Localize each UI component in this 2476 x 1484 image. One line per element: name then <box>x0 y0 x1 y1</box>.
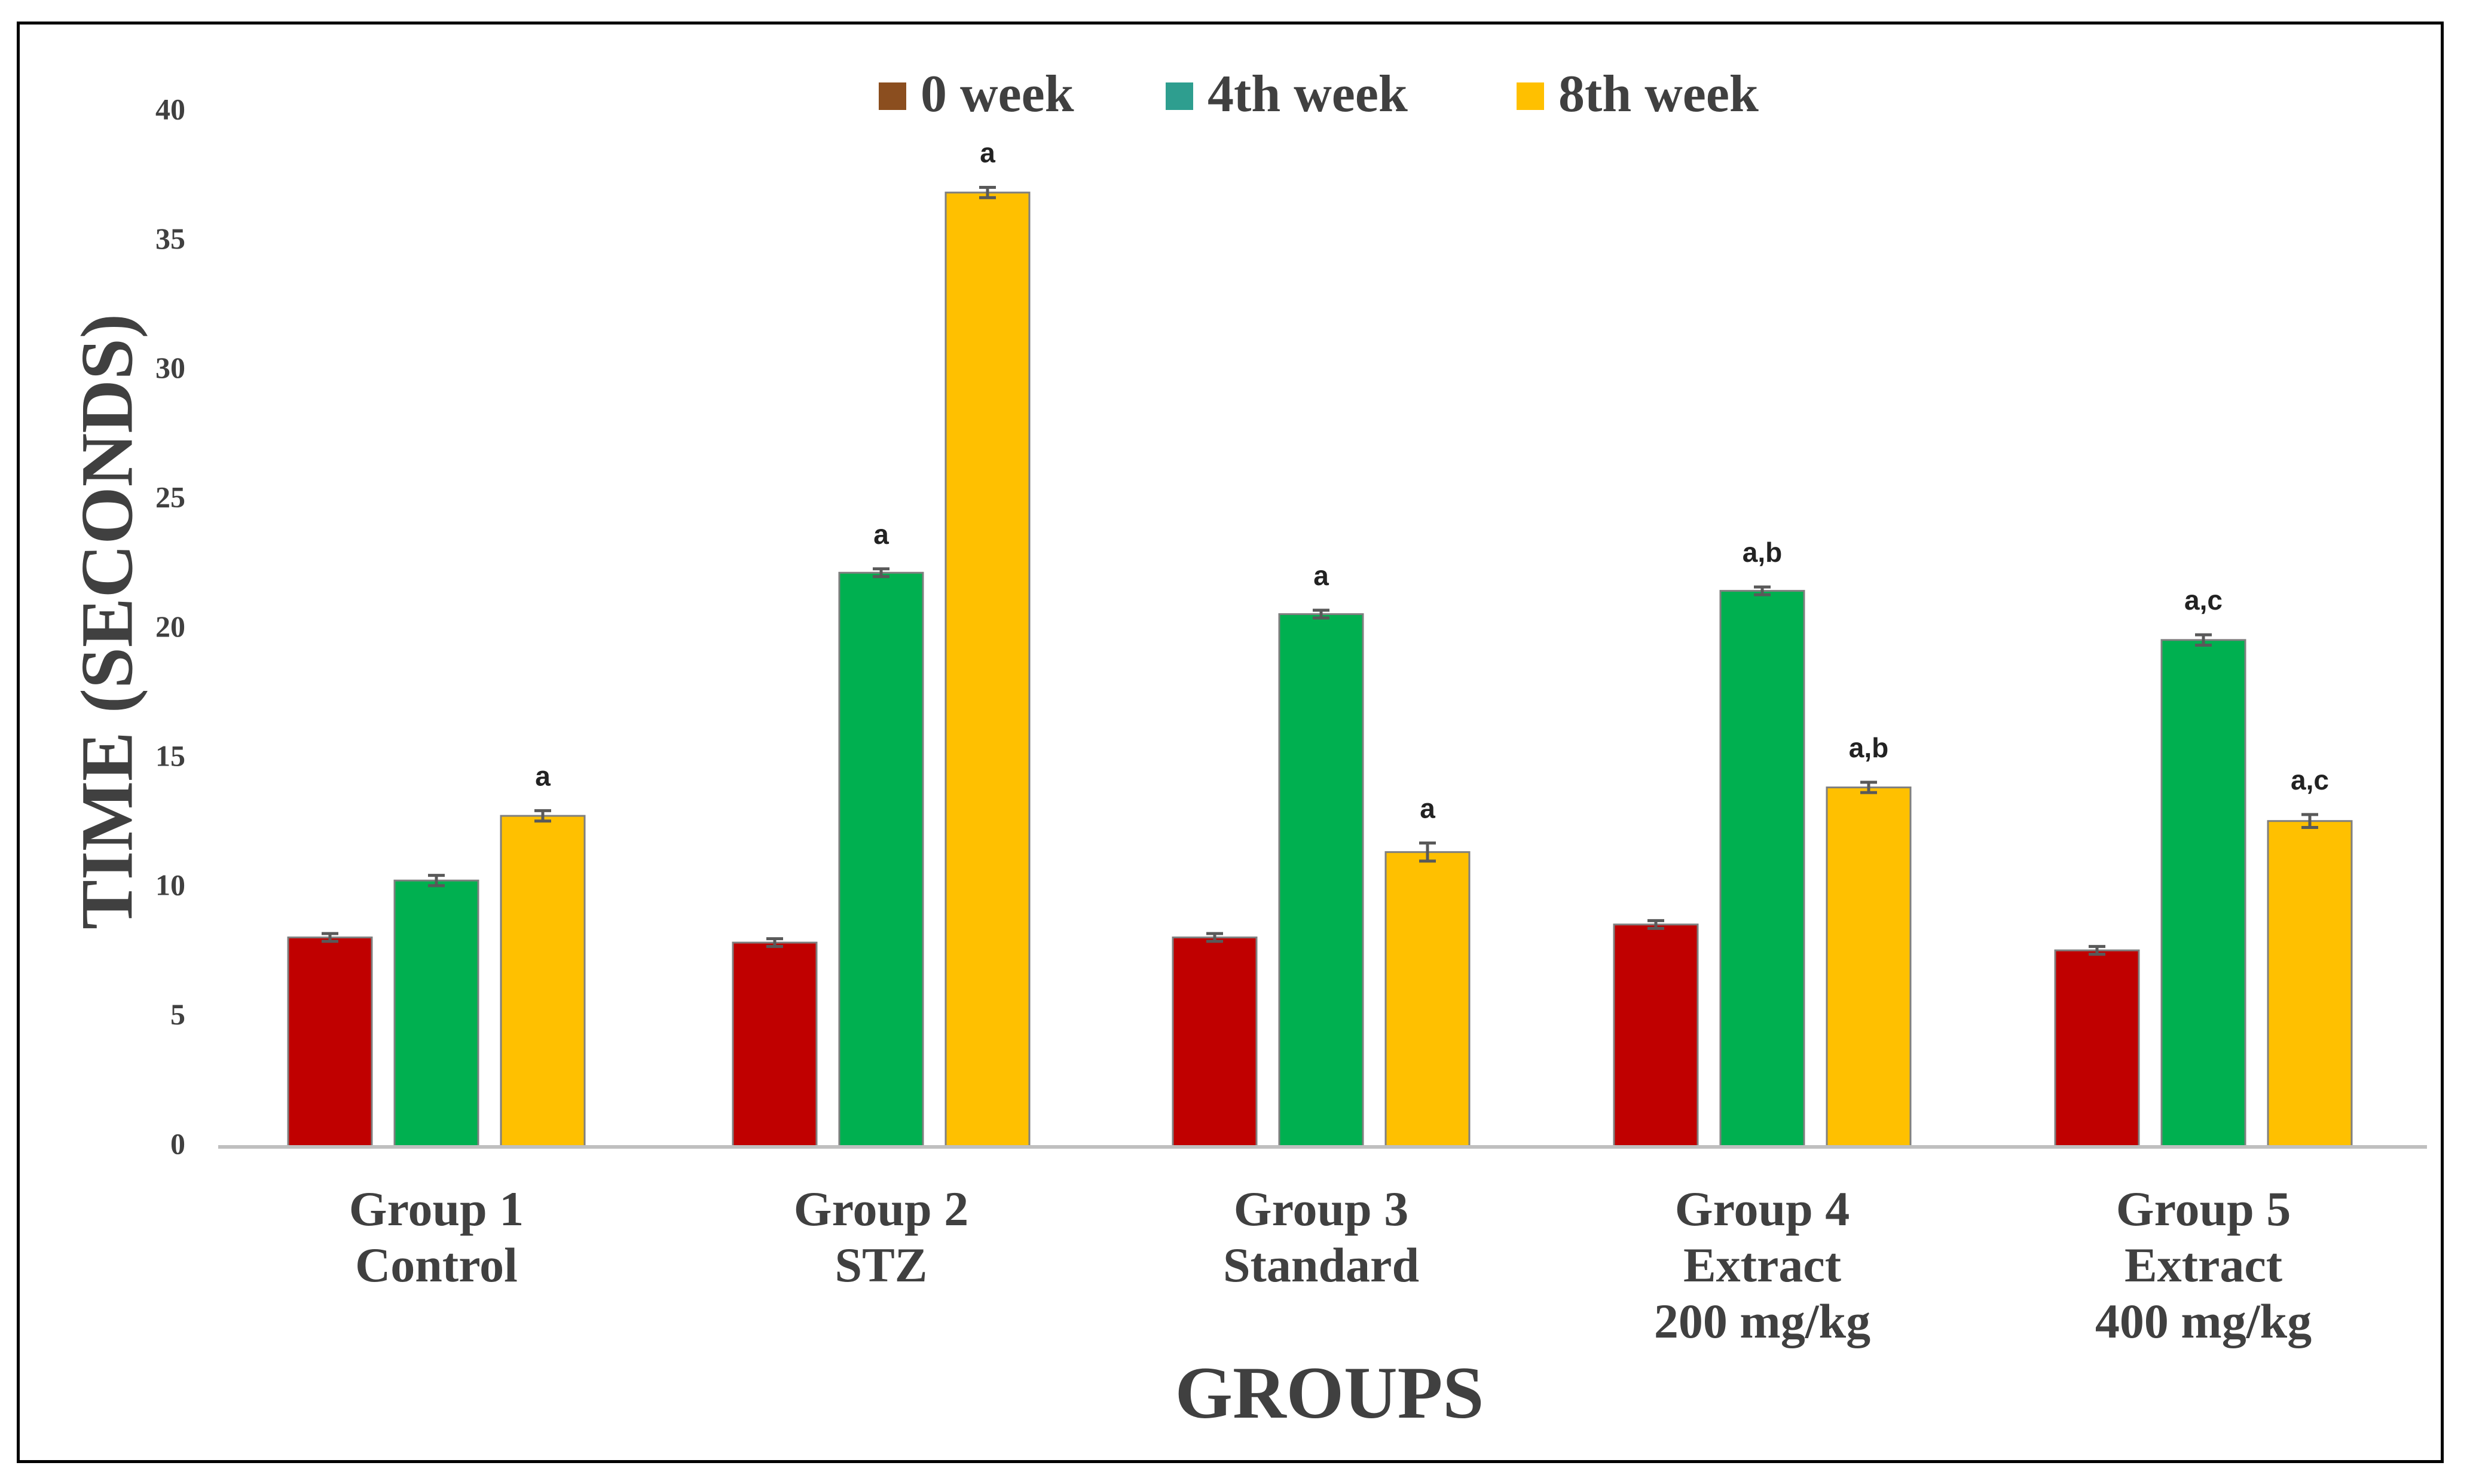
x-category-label-line: Group 1 <box>349 1182 524 1236</box>
legend: 0 week 4th week 8th week <box>879 65 1759 123</box>
x-category-label: Group 3 Standard <box>1223 1182 1419 1292</box>
legend-swatch <box>879 82 906 110</box>
y-tick-label: 15 <box>155 739 185 772</box>
legend-item: 4th week <box>1166 65 1408 123</box>
error-bar <box>1313 608 1329 620</box>
bars <box>287 191 2353 1148</box>
bar-4th-week-group-5 <box>2160 639 2246 1148</box>
significance-label: a,b <box>1743 537 1782 568</box>
error-bar <box>1419 842 1436 863</box>
x-category-label-line: Group 2 <box>794 1182 968 1236</box>
bar-4th-week-group-3 <box>1278 613 1364 1148</box>
y-tick-label: 35 <box>155 222 185 255</box>
legend-swatch <box>1517 82 1544 110</box>
y-tick-label: 20 <box>155 610 185 643</box>
significance-label: a <box>535 760 551 791</box>
x-category-label-line: 400 mg/kg <box>2095 1294 2312 1348</box>
x-category-label-line: 200 mg/kg <box>1654 1294 1870 1348</box>
x-category-label-line: Extract <box>2125 1238 2282 1292</box>
x-category-label: Group 2 STZ <box>794 1182 968 1292</box>
error-bar <box>1860 781 1877 794</box>
y-axis-ticks: 0 5 10 15 20 25 30 35 40 <box>155 92 185 1160</box>
error-bar <box>1647 919 1664 930</box>
bar-4th-week-group-1 <box>393 879 479 1148</box>
x-category-label-line: STZ <box>835 1238 928 1292</box>
bar-4th-week-group-2 <box>838 571 924 1148</box>
bar-0-week-group-5 <box>2054 949 2140 1148</box>
significance-label: a,c <box>2184 585 2223 616</box>
bar-8th-week-group-5 <box>2267 820 2353 1148</box>
error-bar <box>322 932 338 943</box>
bar-0-week-group-4 <box>1613 923 1699 1148</box>
bar-8th-week-group-4 <box>1826 786 1912 1148</box>
y-tick-label: 25 <box>155 481 185 514</box>
x-axis-title: GROUPS <box>1175 1352 1484 1434</box>
legend-label: 8th week <box>1558 65 1759 123</box>
x-category-label: Group 1 Control <box>349 1182 524 1292</box>
y-axis-title-group: TIME (SECONDS) <box>66 314 148 929</box>
y-tick-label: 40 <box>155 92 185 126</box>
bar-8th-week-group-3 <box>1384 851 1471 1148</box>
legend-item: 8th week <box>1517 65 1759 123</box>
bar-0-week-group-3 <box>1172 936 1258 1148</box>
x-category-label-line: Group 3 <box>1234 1182 1408 1236</box>
significance-labels: a a a,b a,c a a a a,b a,c <box>535 137 2329 824</box>
error-bar <box>534 809 551 823</box>
error-bar <box>2089 945 2105 956</box>
significance-label: a <box>980 137 995 168</box>
bar-4th-week-group-4 <box>1719 590 1805 1148</box>
bar-0-week-group-1 <box>287 936 373 1148</box>
y-axis-title: TIME (SECONDS) <box>66 314 148 929</box>
significance-label: a <box>1313 560 1329 591</box>
error-bar <box>979 185 996 200</box>
error-bar <box>2195 633 2212 647</box>
bar-0-week-group-2 <box>732 941 818 1148</box>
legend-label: 4th week <box>1208 65 1408 123</box>
x-category-label-line: Extract <box>1683 1238 1841 1292</box>
x-category-label: Group 4 Extract 200 mg/kg <box>1654 1182 1870 1348</box>
x-category-label-line: Standard <box>1223 1238 1419 1292</box>
error-bar <box>873 567 889 579</box>
error-bar <box>766 937 783 948</box>
significance-label: a,b <box>1849 732 1888 763</box>
legend-item: 0 week <box>879 65 1074 123</box>
error-bar <box>428 874 445 888</box>
significance-label: a,c <box>2291 764 2329 795</box>
bar-8th-week-group-1 <box>500 815 586 1148</box>
y-tick-label: 10 <box>155 868 185 902</box>
x-category-label-line: Group 5 <box>2116 1182 2291 1236</box>
bar-8th-week-group-2 <box>944 191 1031 1148</box>
x-category-label-line: Control <box>355 1238 518 1292</box>
legend-swatch <box>1166 82 1193 110</box>
significance-label: a <box>1420 793 1435 824</box>
y-tick-label: 5 <box>170 998 185 1031</box>
error-bar <box>1754 585 1771 596</box>
chart-frame <box>17 22 2444 1463</box>
error-bar <box>1206 932 1223 943</box>
error-bars <box>322 185 2318 956</box>
x-category-label: Group 5 Extract 400 mg/kg <box>2095 1182 2312 1348</box>
y-tick-label: 30 <box>155 351 185 384</box>
error-bar <box>2301 813 2318 830</box>
y-tick-label: 0 <box>170 1127 185 1160</box>
legend-label: 0 week <box>921 65 1074 123</box>
x-category-label-line: Group 4 <box>1675 1182 1850 1236</box>
significance-label: a <box>873 519 889 550</box>
